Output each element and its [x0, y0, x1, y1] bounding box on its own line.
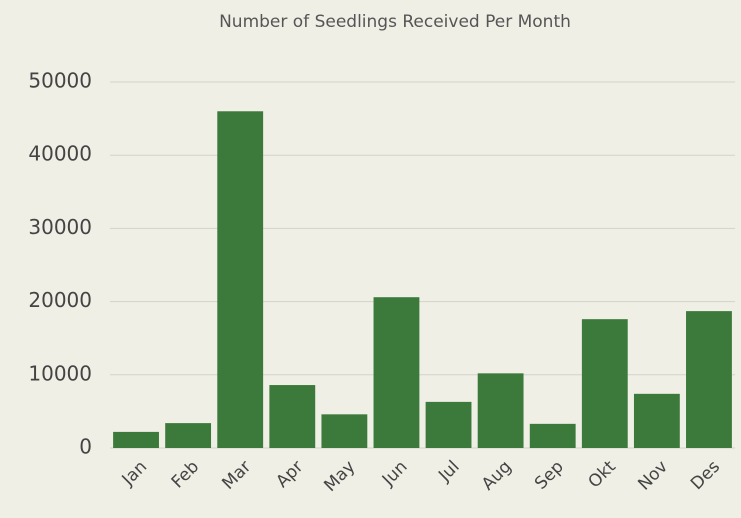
bar	[581, 319, 628, 448]
y-tick-label: 20000	[28, 288, 92, 312]
y-tick-label: 50000	[28, 69, 92, 93]
bar	[529, 423, 576, 448]
bar	[633, 393, 680, 448]
bar	[425, 401, 472, 448]
bar	[165, 423, 212, 448]
bar	[686, 311, 732, 448]
y-tick-label: 30000	[28, 215, 92, 239]
bar	[373, 297, 420, 448]
bar	[113, 431, 159, 448]
y-tick-label: 0	[79, 435, 92, 459]
y-tick-label: 10000	[28, 361, 92, 385]
bar	[477, 373, 524, 448]
chart-title: Number of Seedlings Received Per Month	[219, 12, 571, 32]
bar	[269, 385, 316, 448]
bar	[321, 414, 368, 448]
y-tick-label: 40000	[28, 142, 92, 166]
bar	[217, 111, 264, 448]
